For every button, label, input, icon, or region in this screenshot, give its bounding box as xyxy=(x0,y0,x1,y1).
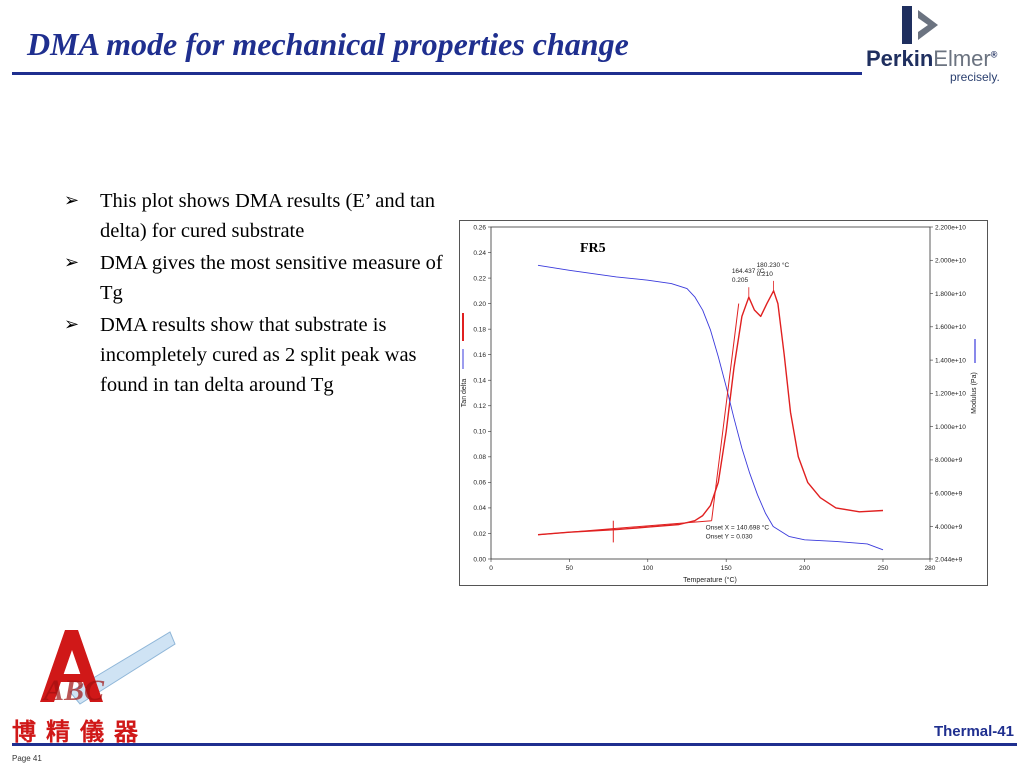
brand-first: Perkin xyxy=(866,46,934,71)
perkinelmer-logo: PerkinElmer® precisely. xyxy=(862,4,1022,86)
x-tick-label: 280 xyxy=(925,565,936,572)
y-right-tick-label: 2.000e+10 xyxy=(935,258,966,265)
onset-tangent-line xyxy=(537,520,712,536)
perkinelmer-mark-icon xyxy=(902,6,938,44)
y-left-tick-label: 0.00 xyxy=(473,556,486,563)
plot-frame xyxy=(490,226,931,560)
bullet-list: ➢ This plot shows DMA results (E’ and tan… xyxy=(64,186,444,402)
x-tick-label: 50 xyxy=(566,565,574,572)
y-right-tick-label: 1.200e+10 xyxy=(935,391,966,398)
page-number: Page 41 xyxy=(12,754,42,763)
y-left-tick-label: 0.24 xyxy=(473,250,486,257)
y-right-axis-title: Modulus (Pa) xyxy=(971,372,978,414)
x-tick-label: 100 xyxy=(642,565,653,572)
y-left-tick-label: 0.04 xyxy=(473,505,486,512)
perkinelmer-wordmark: PerkinElmer® xyxy=(866,46,997,72)
bullet-arrow-icon: ➢ xyxy=(64,190,80,211)
x-axis-title: Temperature (°C) xyxy=(683,576,737,584)
abc-letters: ABC xyxy=(42,674,105,707)
y-left-tick-label: 0.18 xyxy=(473,326,486,333)
annotation-value: 0.205 xyxy=(732,277,749,284)
y-right-tick-label: 8.000e+9 xyxy=(935,457,963,464)
annotation-value: 0.210 xyxy=(757,271,774,278)
title-divider xyxy=(12,72,862,75)
company-chinese-name: 博精儀器 xyxy=(12,718,148,746)
slide-title: DMA mode for mechanical properties chang… xyxy=(27,26,629,62)
y-right-tick-label: 4.000e+9 xyxy=(935,524,963,531)
y-left-tick-label: 0.08 xyxy=(473,454,486,461)
y-left-tick-label: 0.16 xyxy=(473,352,486,359)
y-right-tick-label: 1.600e+10 xyxy=(935,324,966,331)
y-left-tick-label: 0.22 xyxy=(473,275,486,282)
footer-divider xyxy=(12,743,1017,746)
y-left-tick-label: 0.26 xyxy=(473,224,486,231)
annotation-label: 180.230 °C xyxy=(757,261,790,269)
y-left-tick-label: 0.12 xyxy=(473,403,486,410)
y-right-tick-label: 2.200e+10 xyxy=(935,224,966,231)
x-tick-label: 250 xyxy=(878,565,889,572)
x-tick-label: 200 xyxy=(799,565,810,572)
bullet-arrow-icon: ➢ xyxy=(64,252,80,273)
y-right-tick-label: 1.400e+10 xyxy=(935,357,966,364)
annotation-label: 164.437 °C xyxy=(732,267,765,275)
y-right-tick-label: 6.000e+9 xyxy=(935,490,963,497)
bullet-item: ➢ DMA results show that substrate is inco… xyxy=(64,310,444,400)
y-right-tick-label: 1.800e+10 xyxy=(935,291,966,298)
abc-company-logo: ABC xyxy=(10,622,180,744)
onset-rise-line xyxy=(711,303,740,521)
perkinelmer-tagline: precisely. xyxy=(950,70,1000,84)
y-right-tick-label: 2.044e+9 xyxy=(935,556,963,563)
abc-logo-mark-icon: ABC xyxy=(40,630,176,707)
y-left-tick-label: 0.06 xyxy=(473,480,486,487)
x-tick-label: 150 xyxy=(721,565,732,572)
dma-chart: 0 50 100 150 200 250 280 0.00 0.02 0.04 0.06 0.08 0.… xyxy=(459,220,988,586)
bullet-text: DMA gives the most sensitive measure of … xyxy=(100,252,443,304)
chart-title: FR5 xyxy=(580,241,606,256)
bullet-arrow-icon: ➢ xyxy=(64,314,80,335)
y-left-tick-label: 0.20 xyxy=(473,301,486,308)
x-tick-label: 0 xyxy=(489,565,493,572)
slide-footer-label: Thermal-41 xyxy=(933,723,1014,740)
tan-delta-line xyxy=(537,290,884,536)
y-left-tick-label: 0.10 xyxy=(473,429,486,436)
annotation-label: Onset X = 140.698 °C xyxy=(706,524,770,532)
y-left-tick-label: 0.02 xyxy=(473,531,486,538)
bullet-text: This plot shows DMA results (E’ and tan … xyxy=(100,190,435,242)
brand-registered: ® xyxy=(990,49,998,60)
y-left-tick-label: 0.14 xyxy=(473,378,486,385)
annotation-value: Onset Y = 0.030 xyxy=(706,534,753,541)
y-right-tick-label: 1.000e+10 xyxy=(935,424,966,431)
dma-chart-svg: 0 50 100 150 200 250 280 0.00 0.02 0.04 0.06 0.08 0.… xyxy=(461,224,978,584)
y-left-axis-title: Tan delta xyxy=(461,379,468,408)
bullet-item: ➢ DMA gives the most sensitive measure of… xyxy=(64,248,444,308)
bullet-text: DMA results show that substrate is incom… xyxy=(100,314,417,396)
modulus-line xyxy=(537,264,884,551)
bullet-item: ➢ This plot shows DMA results (E’ and tan… xyxy=(64,186,444,246)
brand-second: Elmer xyxy=(933,46,991,71)
